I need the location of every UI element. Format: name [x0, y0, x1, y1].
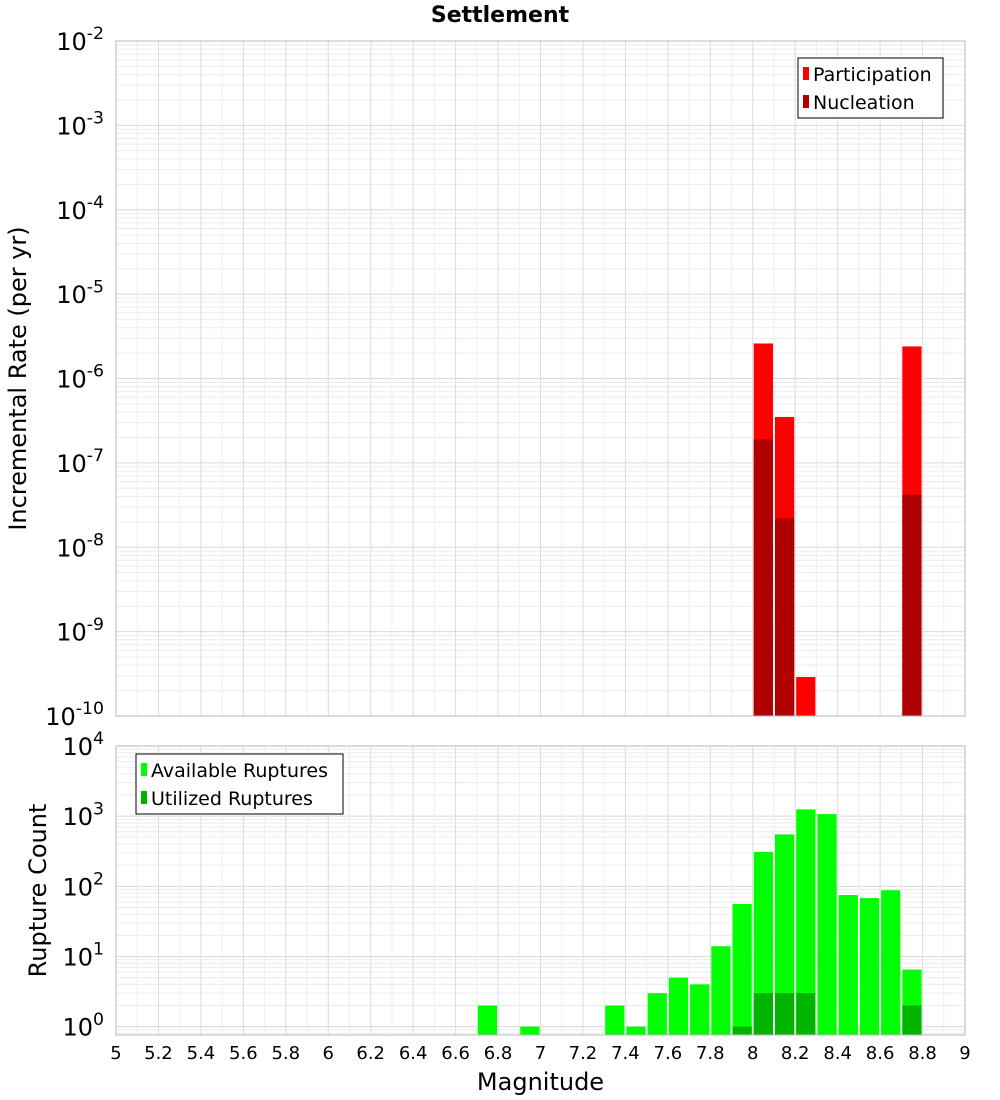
x-tick-label: 7.8: [696, 1043, 725, 1064]
legend: Available Ruptures Utilized Ruptures: [135, 753, 344, 815]
legend: Participation Nucleation: [797, 57, 944, 119]
y-tick-label: 10-5: [56, 277, 104, 309]
count-panel-frame: [115, 745, 966, 1036]
bar: [753, 993, 773, 1035]
x-tick-label: 5.4: [187, 1043, 216, 1064]
x-tick-label: 7.2: [569, 1043, 598, 1064]
x-tick-label: 6.8: [484, 1043, 513, 1064]
legend-box: [135, 753, 344, 815]
x-tick-label: 7.6: [654, 1043, 683, 1064]
bar: [753, 439, 773, 716]
bar: [902, 1005, 922, 1035]
x-tick-label: 5: [110, 1043, 121, 1064]
bar: [668, 977, 689, 1035]
x-tick-label: 6.2: [356, 1043, 385, 1064]
x-tick-label: 7: [535, 1043, 546, 1064]
y-tick-label: 10-9: [56, 615, 104, 647]
legend-box: [797, 57, 944, 119]
x-tick-label: 6.6: [441, 1043, 470, 1064]
bar: [817, 814, 837, 1035]
x-tick-label: 6.4: [399, 1043, 428, 1064]
rate-panel-frame: [115, 40, 966, 717]
bar: [774, 993, 795, 1035]
y-tick-label: 10-3: [56, 109, 104, 141]
x-tick-label: 5.6: [229, 1043, 258, 1064]
x-tick-label: 9: [959, 1043, 970, 1064]
x-tick-label: 6: [323, 1043, 334, 1064]
bar: [881, 890, 901, 1035]
bar: [626, 1026, 646, 1035]
y-tick-label: 10-10: [45, 699, 104, 731]
bar: [796, 676, 816, 716]
x-tick-label: 8.4: [823, 1043, 852, 1064]
y-tick-label: 10-7: [56, 446, 104, 478]
y-tick-label: 102: [62, 870, 104, 902]
y-tick-label: 100: [62, 1010, 104, 1042]
x-tick-label: 7.4: [611, 1043, 640, 1064]
bar: [732, 903, 752, 1035]
x-tick-label: 5.8: [271, 1043, 300, 1064]
y-tick-label: 10-8: [56, 530, 104, 562]
rate-panel-grid: [115, 40, 966, 717]
bar: [774, 834, 795, 1035]
bar: [859, 898, 880, 1035]
bar: [520, 1026, 540, 1035]
legend-swatch: [141, 791, 147, 804]
x-tick-label: 8.6: [866, 1043, 895, 1064]
x-axis-label: Magnitude: [477, 1068, 604, 1096]
legend-label: Nucleation: [813, 92, 915, 114]
y-tick-label: 103: [62, 799, 104, 831]
y-axis-label: Rupture Count: [24, 804, 52, 978]
bar: [902, 494, 922, 716]
bar: [647, 993, 667, 1035]
chart-title: Settlement: [431, 3, 570, 28]
x-tick-label: 5.2: [144, 1043, 173, 1064]
y-tick-label: 104: [62, 729, 104, 761]
y-axis-label: Incremental Rate (per yr): [4, 226, 32, 530]
legend-swatch: [141, 763, 147, 776]
bar: [796, 993, 816, 1035]
series-nucleation: [753, 439, 922, 716]
series-utilized-ruptures: [732, 993, 922, 1035]
x-tick-label: 8.8: [908, 1043, 937, 1064]
bar: [690, 984, 710, 1035]
bar: [838, 895, 858, 1035]
legend-label: Available Ruptures: [151, 760, 328, 782]
x-tick-label: 8.2: [781, 1043, 810, 1064]
x-tick-label: 8: [747, 1043, 758, 1064]
bar: [753, 851, 773, 1035]
series-available-ruptures: [477, 809, 922, 1035]
bar: [732, 1026, 752, 1035]
bar: [477, 1005, 498, 1035]
y-tick-label: 10-6: [56, 362, 104, 394]
legend-label: Participation: [813, 64, 932, 86]
y-tick-label: 101: [62, 940, 104, 972]
y-tick-label: 10-2: [56, 24, 104, 56]
legend-label: Utilized Ruptures: [151, 788, 313, 810]
bar: [711, 946, 731, 1035]
bar: [796, 809, 816, 1035]
legend-swatch: [803, 95, 809, 108]
y-tick-label: 10-4: [56, 193, 104, 225]
legend-swatch: [803, 67, 809, 80]
bar: [605, 1005, 625, 1035]
bar: [774, 518, 795, 716]
